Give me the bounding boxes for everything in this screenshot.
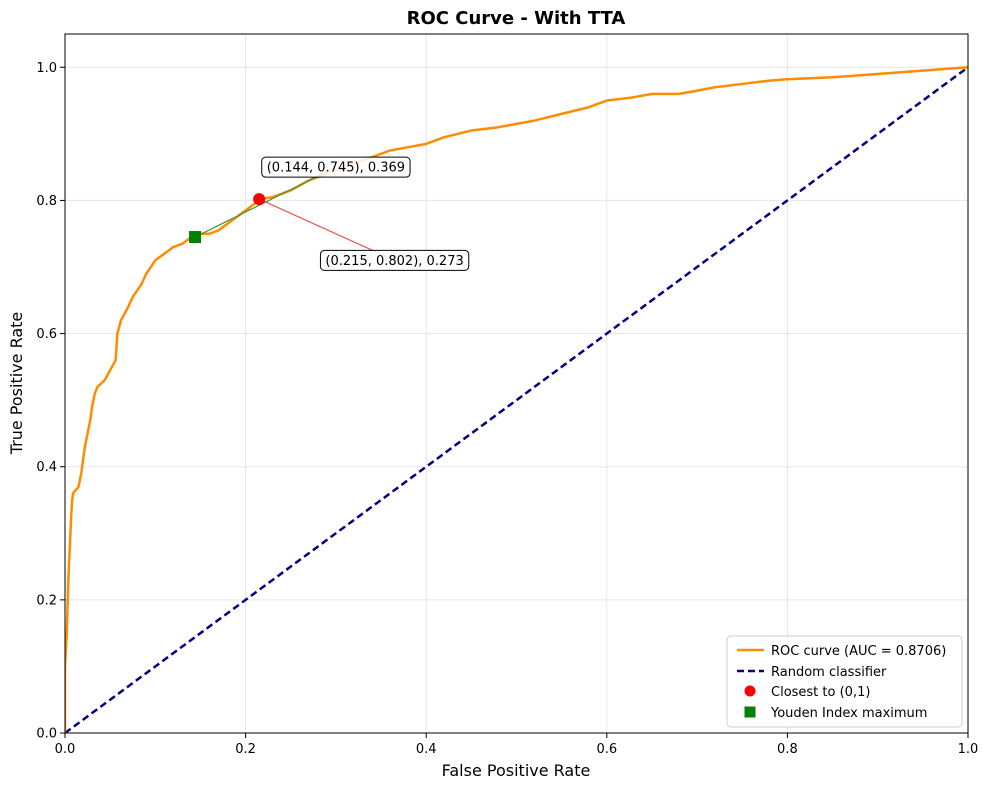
x-tick-label: 1.0 bbox=[958, 742, 979, 757]
annotation-label: (0.144, 0.745), 0.369 bbox=[261, 156, 411, 178]
legend-marker-closest bbox=[744, 685, 756, 697]
annotation-label: (0.215, 0.802), 0.273 bbox=[319, 249, 470, 271]
closest-point-marker bbox=[253, 193, 266, 206]
y-tick-label: 0.2 bbox=[36, 593, 57, 608]
x-tick-label: 0.2 bbox=[235, 742, 256, 757]
y-tick-label: 0.6 bbox=[36, 327, 57, 342]
legend-box bbox=[726, 635, 963, 728]
annotation-text: (0.144, 0.745), 0.369 bbox=[267, 161, 405, 176]
annotation-box bbox=[319, 249, 470, 271]
annotation-layer: (0.215, 0.802), 0.273 (0.144, 0.745), 0.3… bbox=[194, 156, 470, 271]
youden-point-marker bbox=[189, 231, 202, 244]
x-tick-label: 0.8 bbox=[777, 742, 798, 757]
x-tick-label: 0.0 bbox=[55, 742, 76, 757]
legend-marker-youden bbox=[744, 706, 756, 718]
annotation-box bbox=[261, 156, 411, 178]
y-tick-label: 0.0 bbox=[36, 727, 57, 742]
grid bbox=[64, 34, 969, 734]
x-axis-label: False Positive Rate bbox=[442, 761, 591, 780]
x-tick-label: 0.6 bbox=[596, 742, 617, 757]
legend-label-closest: Closest to (0,1) bbox=[771, 685, 870, 700]
series-layer bbox=[65, 66, 968, 733]
annotation-text: (0.215, 0.802), 0.273 bbox=[325, 254, 463, 269]
legend-label-roc: ROC curve (AUC = 0.8706) bbox=[771, 644, 946, 659]
y-tick-label: 0.8 bbox=[36, 194, 57, 209]
ticks-layer: 0.0 0.2 0.4 0.6 0.8 1.0 0.0 0.2 0.4 0.6 0.8 1.0 bbox=[36, 61, 978, 757]
legend-label-youden: Youden Index maximum bbox=[770, 706, 927, 721]
y-tick-label: 1.0 bbox=[36, 61, 57, 76]
y-tick-label: 0.4 bbox=[36, 460, 57, 475]
points-layer bbox=[189, 193, 266, 244]
y-axis-label: True Positive Rate bbox=[7, 312, 26, 456]
chart-title: ROC Curve - With TTA bbox=[407, 8, 626, 29]
plot-frame bbox=[64, 33, 969, 734]
annotation-arrow bbox=[194, 166, 337, 238]
roc-curve-line bbox=[65, 66, 968, 733]
legend-label-random: Random classifier bbox=[771, 665, 887, 680]
x-tick-label: 0.4 bbox=[416, 742, 437, 757]
legend: ROC curve (AUC = 0.8706) Random classifi… bbox=[726, 635, 963, 728]
